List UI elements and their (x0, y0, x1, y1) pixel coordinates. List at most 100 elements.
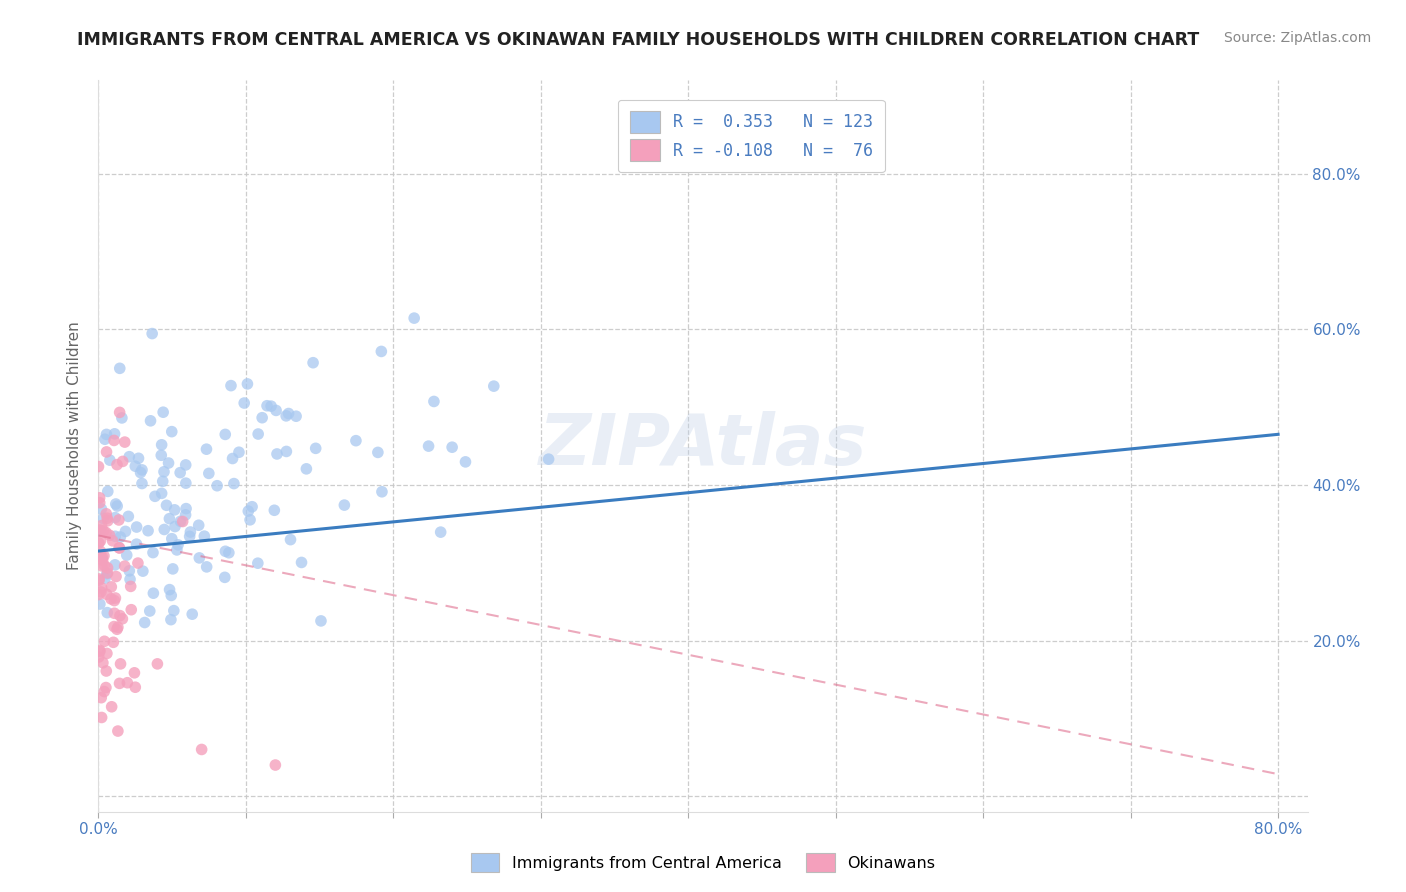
Point (108, 541, 131, 555)
Point (160, 613, 183, 627)
Point (128, 451, 150, 466)
Point (108, 608, 131, 623)
Point (309, 614, 332, 628)
Point (181, 607, 204, 622)
Point (172, 515, 194, 529)
Point (108, 541, 131, 555)
Point (94, 571, 117, 585)
Point (115, 548, 138, 562)
Point (97, 484, 120, 499)
Point (108, 405, 131, 419)
Point (104, 591, 127, 605)
Point (89, 496, 111, 510)
Point (114, 435, 136, 450)
Point (93, 684, 115, 698)
Point (134, 615, 156, 630)
Point (146, 657, 169, 671)
Point (87, 536, 110, 550)
Point (219, 378, 242, 392)
Point (367, 445, 389, 459)
Point (104, 497, 127, 511)
Point (114, 559, 136, 574)
Point (91, 511, 114, 525)
Point (221, 451, 243, 466)
Point (132, 564, 155, 578)
Point (174, 508, 197, 522)
Point (89, 643, 111, 657)
Point (87, 572, 110, 586)
Point (125, 520, 148, 534)
Point (429, 525, 451, 540)
Point (94, 525, 117, 540)
Point (98, 453, 121, 467)
Point (96, 427, 118, 442)
Point (333, 498, 356, 512)
Point (214, 570, 236, 584)
Point (87, 573, 110, 587)
Point (97, 561, 120, 575)
Point (117, 675, 139, 690)
Point (247, 427, 270, 442)
Point (423, 394, 446, 409)
Point (108, 676, 131, 690)
Point (454, 455, 477, 469)
Point (110, 530, 132, 544)
Point (89, 491, 111, 505)
Point (103, 593, 125, 607)
Point (91, 553, 114, 567)
Point (295, 462, 318, 476)
Point (163, 503, 186, 517)
Point (263, 503, 285, 517)
Point (93, 558, 115, 573)
Point (344, 434, 367, 448)
Point (103, 434, 125, 448)
Point (256, 399, 278, 413)
Point (108, 361, 131, 376)
Point (104, 510, 127, 524)
Point (93, 634, 115, 648)
Point (214, 544, 236, 558)
Text: Source: ZipAtlas.com: Source: ZipAtlas.com (1223, 31, 1371, 45)
Point (94, 681, 117, 695)
Point (90, 518, 112, 533)
Point (124, 665, 146, 680)
Point (131, 476, 153, 491)
Point (87, 588, 110, 602)
Point (117, 509, 139, 524)
Point (96, 566, 118, 581)
Point (233, 396, 256, 410)
Point (228, 445, 250, 459)
Point (89, 523, 111, 537)
Point (129, 466, 152, 480)
Point (163, 604, 186, 618)
Point (103, 607, 125, 621)
Point (482, 379, 505, 393)
Point (107, 724, 129, 739)
Point (162, 562, 184, 576)
Point (105, 499, 128, 513)
Point (195, 560, 218, 574)
Point (100, 591, 122, 606)
Point (153, 465, 176, 479)
Point (111, 454, 134, 468)
Point (104, 426, 127, 441)
Point (107, 620, 129, 634)
Point (96, 511, 118, 525)
Point (246, 556, 269, 570)
Point (285, 409, 308, 424)
Point (537, 452, 560, 467)
Point (174, 458, 197, 472)
Point (139, 414, 162, 428)
Point (195, 442, 218, 457)
Point (96, 647, 118, 661)
Point (104, 529, 127, 543)
Point (93, 549, 115, 563)
Point (105, 622, 128, 636)
Point (97, 514, 120, 528)
Point (302, 356, 325, 370)
Point (152, 405, 174, 419)
Point (187, 518, 209, 533)
Point (159, 582, 181, 597)
Point (90, 549, 112, 564)
Text: IMMIGRANTS FROM CENTRAL AMERICA VS OKINAWAN FAMILY HOUSEHOLDS WITH CHILDREN CORR: IMMIGRANTS FROM CENTRAL AMERICA VS OKINA… (77, 31, 1199, 49)
